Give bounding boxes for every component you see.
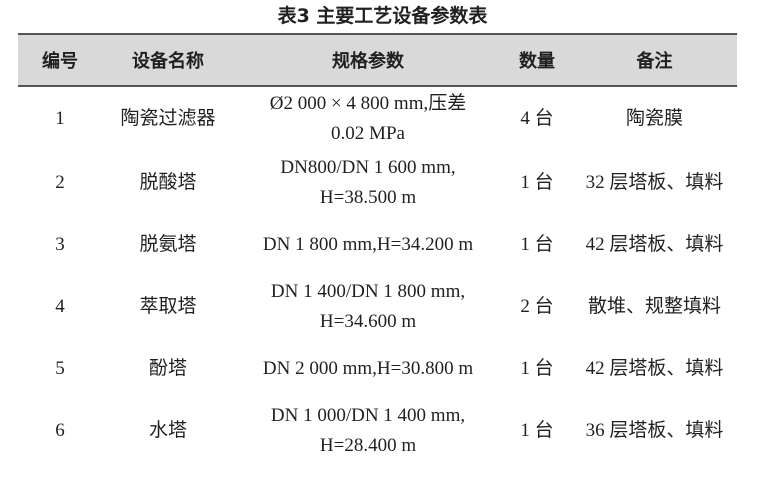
cell-no: 4 — [55, 296, 65, 317]
cell-spec: DN 1 400/DN 1 800 mm, H=34.600 m — [234, 275, 502, 339]
spec-line: DN 1 400/DN 1 800 mm, — [270, 281, 466, 302]
cell-note: 42 层塔板、填料 — [585, 234, 724, 255]
header-qty: 数量 — [502, 33, 572, 87]
header-no: 编号 — [18, 33, 102, 87]
equipment-table: 编号 设备名称 规格参数 数量 备注 1 陶瓷过滤器 Ø2 000 × 4 800 … — [18, 33, 737, 463]
spec-line: H=34.600 m — [319, 311, 417, 332]
cell-no: 6 — [55, 420, 65, 441]
cell-no: 2 — [55, 172, 65, 193]
cell-spec: Ø2 000 × 4 800 mm,压差 0.02 MPa — [234, 86, 502, 151]
cell-note: 32 层塔板、填料 — [585, 172, 724, 193]
spec-line: Ø2 000 × 4 800 mm,压差 — [269, 93, 467, 114]
cell-qty: 1 台 — [520, 358, 554, 379]
header-note: 备注 — [572, 33, 737, 87]
cell-name: 萃取塔 — [139, 296, 197, 317]
cell-no: 1 — [55, 108, 65, 129]
cell-spec: DN800/DN 1 600 mm, H=38.500 m — [234, 151, 502, 215]
table-row: 3 脱氨塔 DN 1 800 mm,H=34.200 m 1 台 42 层塔板、填料 — [18, 215, 737, 275]
spec-line: H=38.500 m — [319, 187, 417, 208]
cell-note: 陶瓷膜 — [625, 108, 683, 129]
cell-qty: 2 台 — [520, 296, 554, 317]
cell-name: 酚塔 — [148, 358, 187, 379]
spec-line: DN 1 000/DN 1 400 mm, — [270, 405, 466, 426]
cell-note: 42 层塔板、填料 — [585, 358, 724, 379]
table-row: 2 脱酸塔 DN800/DN 1 600 mm, H=38.500 m 1 台 32 层塔… — [18, 151, 737, 215]
cell-no: 5 — [55, 358, 65, 379]
spec-line: DN800/DN 1 600 mm, — [280, 157, 456, 178]
table-title: 表3 主要工艺设备参数表 — [277, 5, 488, 27]
header-name: 设备名称 — [102, 33, 234, 87]
table-row: 1 陶瓷过滤器 Ø2 000 × 4 800 mm,压差 0.02 MPa 4 台 陶瓷膜 — [18, 86, 737, 151]
cell-no: 3 — [55, 234, 65, 255]
table-row: 4 萃取塔 DN 1 400/DN 1 800 mm, H=34.600 m 2 台 散堆… — [18, 275, 737, 339]
cell-name: 脱氨塔 — [139, 234, 197, 255]
table-row: 6 水塔 DN 1 000/DN 1 400 mm, H=28.400 m 1 台 36 … — [18, 399, 737, 463]
spec-line: 0.02 MPa — [331, 123, 405, 144]
cell-spec: DN 1 800 mm,H=34.200 m — [234, 215, 502, 275]
table-row: 5 酚塔 DN 2 000 mm,H=30.800 m 1 台 42 层塔板、填料 — [18, 339, 737, 399]
spec-line: DN 1 800 mm,H=34.200 m — [262, 234, 474, 255]
cell-qty: 1 台 — [520, 234, 554, 255]
cell-qty: 1 台 — [520, 420, 554, 441]
cell-note: 36 层塔板、填料 — [585, 420, 724, 441]
cell-note: 散堆、规整填料 — [587, 296, 721, 317]
cell-spec: DN 1 000/DN 1 400 mm, H=28.400 m — [234, 399, 502, 463]
header-spec: 规格参数 — [234, 33, 502, 87]
cell-spec: DN 2 000 mm,H=30.800 m — [234, 339, 502, 399]
cell-name: 脱酸塔 — [139, 172, 197, 193]
cell-name: 水塔 — [148, 420, 187, 441]
spec-line: H=28.400 m — [319, 435, 417, 456]
header-row: 编号 设备名称 规格参数 数量 备注 — [18, 33, 737, 87]
cell-qty: 4 台 — [520, 108, 554, 129]
cell-qty: 1 台 — [520, 172, 554, 193]
cell-name: 陶瓷过滤器 — [120, 108, 216, 129]
spec-line: DN 2 000 mm,H=30.800 m — [262, 358, 474, 379]
